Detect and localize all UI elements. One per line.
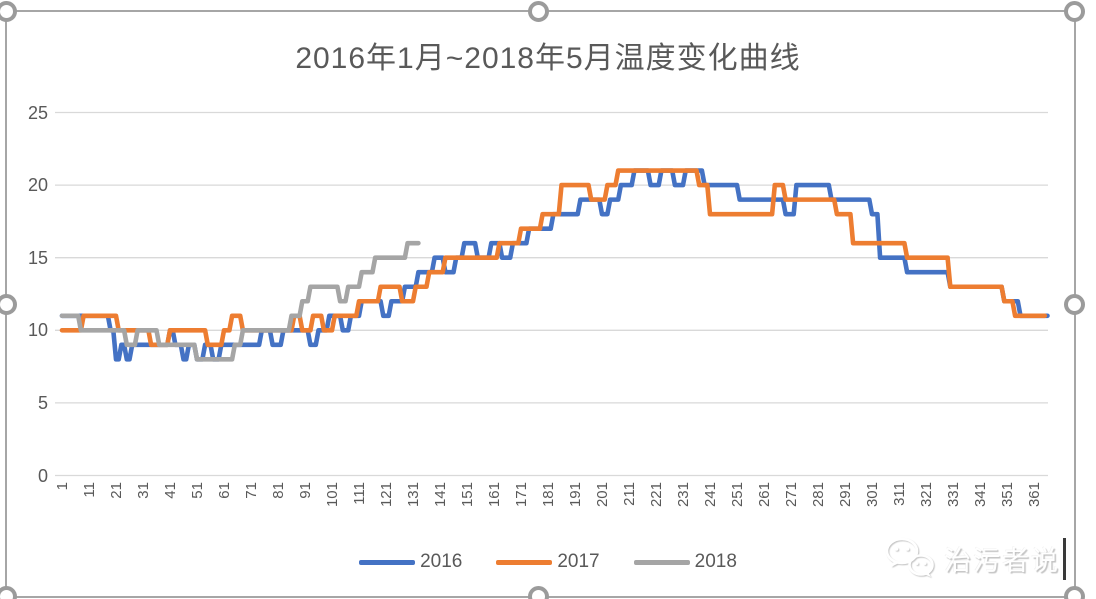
x-tick-label: 171 [512,482,530,508]
legend-label: 2018 [694,551,737,572]
x-tick-label: 271 [782,482,800,508]
x-tick-label: 61 [215,482,233,499]
x-tick-label: 1 [53,482,71,491]
x-tick-label: 261 [755,482,773,508]
y-tick-label: 0 [37,465,48,486]
watermark-bar [1063,538,1066,580]
legend-swatch [359,559,416,565]
x-tick-label: 31 [134,482,152,499]
chart-title: 2016年1月~2018年5月温度变化曲线 [295,42,801,75]
x-tick-label: 291 [836,482,854,508]
x-tick-label: 181 [539,482,557,508]
y-tick-label: 20 [27,175,48,196]
resize-handle-top-right[interactable] [1064,1,1085,22]
resize-handle-bottom-center[interactable] [528,586,549,599]
series-line-2018[interactable] [59,240,421,362]
resize-handle-top-left[interactable] [0,1,17,22]
x-tick-label: 131 [404,482,422,508]
x-tick-label: 231 [674,482,692,508]
x-tick-label: 191 [566,482,584,508]
resize-handle-right-middle[interactable] [1064,294,1085,315]
legend-swatch [633,559,690,565]
wechat-icon [885,537,934,577]
x-tick-label: 301 [863,482,881,508]
x-tick-label: 161 [485,482,503,508]
x-tick-label: 101 [323,482,341,508]
y-tick-label: 5 [37,392,48,413]
x-tick-label: 81 [269,482,287,499]
legend-item-2017[interactable]: 2017 [496,551,600,573]
x-tick-label: 351 [998,482,1016,508]
x-tick-label: 41 [161,482,179,499]
x-tick-label: 361 [1025,482,1043,508]
x-tick-label: 121 [377,482,395,508]
series-line-2016[interactable] [59,168,1050,362]
x-tick-label: 241 [701,482,719,508]
x-tick-label: 321 [917,482,935,508]
resize-handle-bottom-left[interactable] [0,586,17,599]
x-tick-label: 21 [107,482,125,499]
series-line-2017[interactable] [59,168,1048,348]
x-tick-label: 311 [890,482,908,506]
x-tick-label: 211 [620,482,638,506]
x-tick-label: 11 [80,482,98,498]
legend-label: 2017 [557,551,600,572]
y-tick-label: 15 [27,247,48,268]
legend-label: 2016 [420,551,463,572]
legend-item-2016[interactable]: 2016 [359,551,462,573]
x-tick-label: 251 [728,482,746,508]
legend-item-2018[interactable]: 2018 [633,551,737,573]
x-tick-label: 91 [296,482,314,499]
legend-swatch [496,559,553,565]
x-tick-label: 201 [593,482,611,508]
watermark-text: 治污者说 [944,545,1060,576]
x-tick-label: 221 [647,482,665,508]
x-tick-label: 71 [242,482,260,499]
x-tick-label: 331 [944,482,962,508]
x-tick-label: 51 [188,482,206,499]
x-tick-label: 141 [431,482,449,508]
x-tick-label: 151 [458,482,476,508]
resize-handle-left-middle[interactable] [0,294,17,315]
x-tick-label: 111 [350,482,368,505]
x-tick-label: 281 [809,482,827,508]
resize-handle-bottom-right[interactable] [1064,586,1085,599]
x-tick-label: 341 [971,482,989,508]
chart-legend[interactable]: 2016 2017 2018 [0,551,1096,573]
y-tick-label: 25 [27,102,48,123]
y-tick-label: 10 [27,320,48,341]
watermark: 治污者说 [884,536,1060,580]
resize-handle-top-center[interactable] [528,1,549,22]
